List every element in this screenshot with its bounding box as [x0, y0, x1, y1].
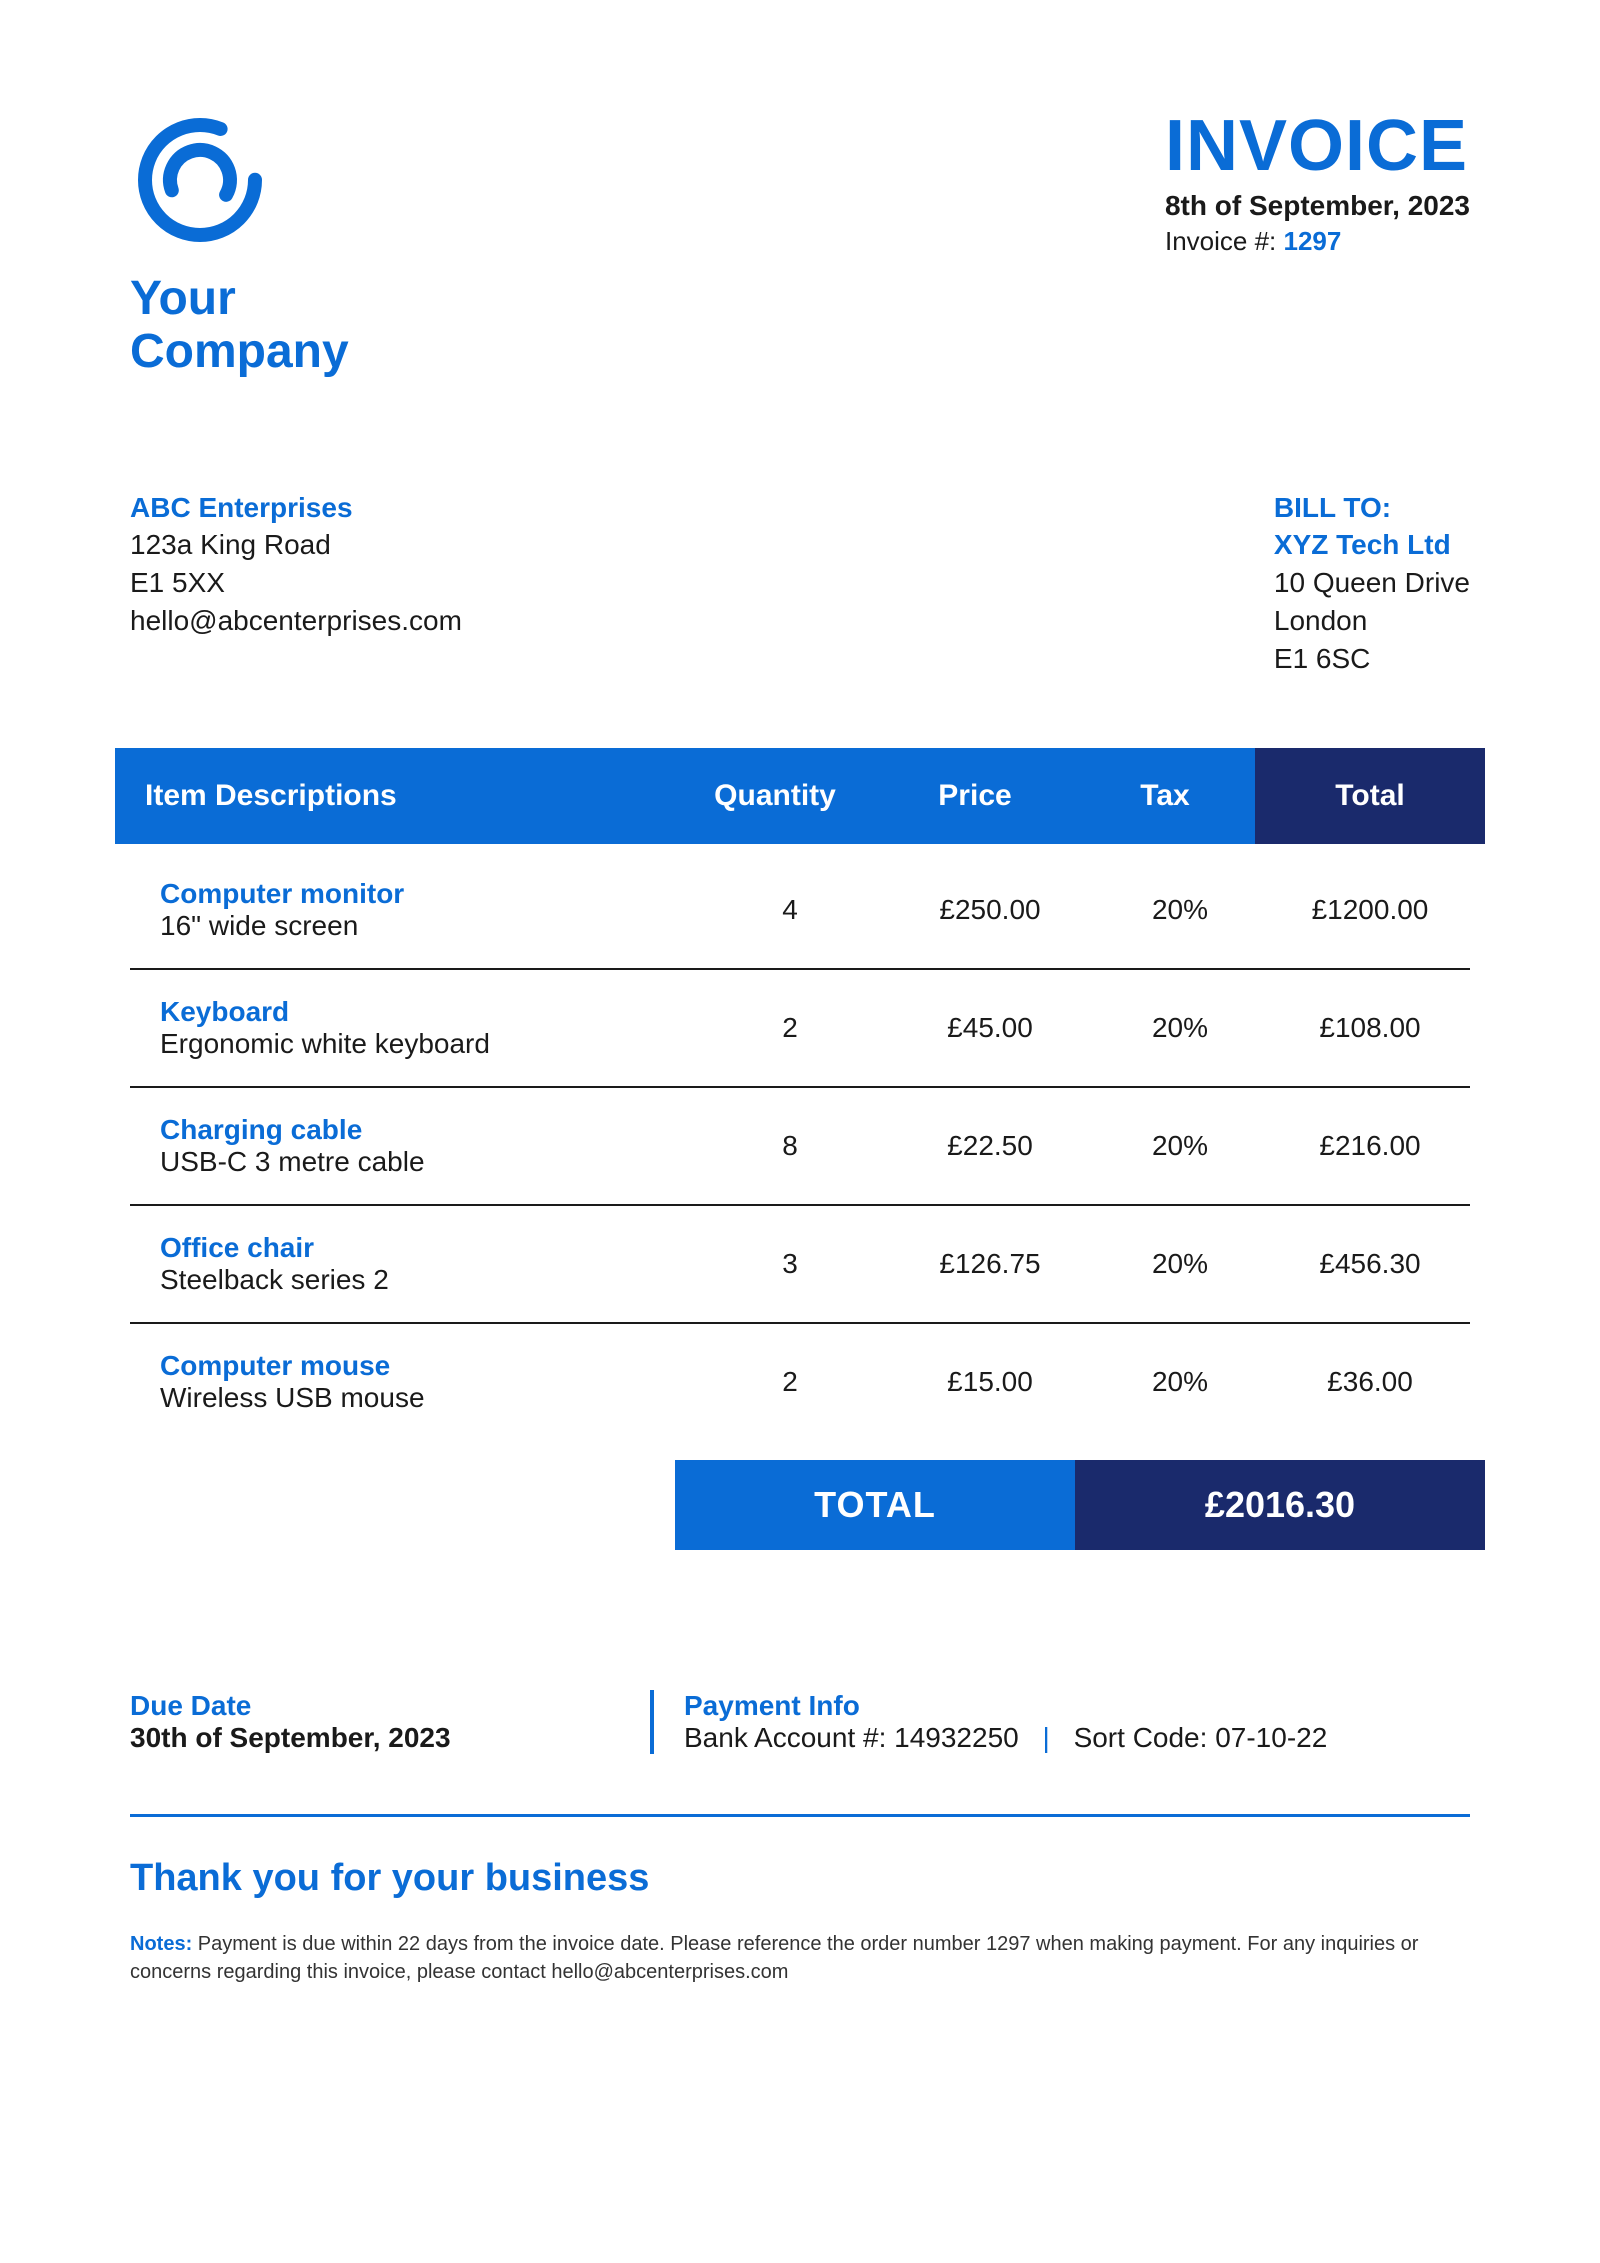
- account-label: Bank Account #:: [684, 1722, 894, 1753]
- invoice-date: 8th of September, 2023: [1165, 190, 1470, 222]
- total-bar: TOTAL £2016.30: [115, 1460, 1485, 1550]
- cell-desc: Keyboard Ergonomic white keyboard: [130, 996, 690, 1060]
- cell-total: £36.00: [1270, 1366, 1470, 1398]
- due-label: Due Date: [130, 1690, 570, 1722]
- col-desc: Item Descriptions: [115, 748, 675, 844]
- col-tax: Tax: [1075, 748, 1255, 844]
- parties: ABC Enterprises 123a King Road E1 5XX he…: [130, 489, 1470, 678]
- sort-label: Sort Code:: [1074, 1722, 1216, 1753]
- cell-desc: Office chair Steelback series 2: [130, 1232, 690, 1296]
- cell-desc: Charging cable USB-C 3 metre cable: [130, 1114, 690, 1178]
- cell-tax: 20%: [1090, 1012, 1270, 1044]
- from-address1: 123a King Road: [130, 526, 462, 564]
- cell-total: £108.00: [1270, 1012, 1470, 1044]
- total-spacer: [115, 1460, 675, 1550]
- invoice-page: Your Company INVOICE 8th of September, 2…: [0, 0, 1600, 2066]
- items-table: Item Descriptions Quantity Price Tax Tot…: [115, 748, 1485, 1550]
- cell-price: £45.00: [890, 1012, 1090, 1044]
- from-party: ABC Enterprises 123a King Road E1 5XX he…: [130, 489, 462, 678]
- table-row: Office chair Steelback series 2 3 £126.7…: [130, 1206, 1470, 1324]
- payment-block: Payment Info Bank Account #: 14932250 | …: [650, 1690, 1470, 1754]
- col-qty: Quantity: [675, 748, 875, 844]
- company-name-line1: Your: [130, 273, 349, 326]
- cell-qty: 4: [690, 894, 890, 926]
- divider: [130, 1814, 1470, 1817]
- cell-desc: Computer mouse Wireless USB mouse: [130, 1350, 690, 1414]
- sort-code: 07-10-22: [1215, 1722, 1327, 1753]
- item-title: Keyboard: [160, 996, 690, 1028]
- col-total: Total: [1255, 748, 1485, 844]
- header: Your Company INVOICE 8th of September, 2…: [130, 110, 1470, 379]
- table-row: Computer monitor 16" wide screen 4 £250.…: [130, 844, 1470, 970]
- invoice-title: INVOICE: [1165, 110, 1470, 182]
- cell-price: £22.50: [890, 1130, 1090, 1162]
- table-row: Computer mouse Wireless USB mouse 2 £15.…: [130, 1324, 1470, 1440]
- invoice-number-label: Invoice #:: [1165, 226, 1284, 256]
- table-header: Item Descriptions Quantity Price Tax Tot…: [115, 748, 1485, 844]
- payment-separator: |: [1043, 1722, 1050, 1753]
- item-sub: USB-C 3 metre cable: [160, 1146, 690, 1178]
- item-title: Office chair: [160, 1232, 690, 1264]
- cell-tax: 20%: [1090, 894, 1270, 926]
- col-price: Price: [875, 748, 1075, 844]
- company-logo-icon: [130, 110, 270, 250]
- from-email: hello@abcenterprises.com: [130, 602, 462, 640]
- cell-qty: 8: [690, 1130, 890, 1162]
- invoice-number: 1297: [1284, 226, 1342, 256]
- billto-address1: 10 Queen Drive: [1274, 564, 1470, 602]
- total-value: £2016.30: [1075, 1460, 1485, 1550]
- company-name-line2: Company: [130, 326, 349, 379]
- cell-total: £1200.00: [1270, 894, 1470, 926]
- from-name: ABC Enterprises: [130, 489, 462, 527]
- billto-label: BILL TO:: [1274, 489, 1470, 527]
- notes-label: Notes:: [130, 1933, 198, 1955]
- payment-line: Bank Account #: 14932250 | Sort Code: 07…: [684, 1722, 1470, 1754]
- table-rows: Computer monitor 16" wide screen 4 £250.…: [130, 844, 1470, 1440]
- item-sub: Wireless USB mouse: [160, 1382, 690, 1414]
- due-block: Due Date 30th of September, 2023: [130, 1690, 570, 1754]
- item-title: Computer monitor: [160, 878, 690, 910]
- item-sub: Ergonomic white keyboard: [160, 1028, 690, 1060]
- table-row: Charging cable USB-C 3 metre cable 8 £22…: [130, 1088, 1470, 1206]
- company-logo-block: Your Company: [130, 110, 349, 379]
- cell-qty: 3: [690, 1248, 890, 1280]
- billto-name: XYZ Tech Ltd: [1274, 526, 1470, 564]
- item-title: Computer mouse: [160, 1350, 690, 1382]
- cell-qty: 2: [690, 1012, 890, 1044]
- cell-qty: 2: [690, 1366, 890, 1398]
- cell-price: £15.00: [890, 1366, 1090, 1398]
- cell-total: £216.00: [1270, 1130, 1470, 1162]
- footer-info: Due Date 30th of September, 2023 Payment…: [130, 1690, 1470, 1754]
- item-sub: Steelback series 2: [160, 1264, 690, 1296]
- company-name: Your Company: [130, 273, 349, 379]
- cell-tax: 20%: [1090, 1366, 1270, 1398]
- invoice-number-row: Invoice #: 1297: [1165, 226, 1470, 257]
- billto-address2: London: [1274, 602, 1470, 640]
- cell-tax: 20%: [1090, 1248, 1270, 1280]
- cell-total: £456.30: [1270, 1248, 1470, 1280]
- cell-tax: 20%: [1090, 1130, 1270, 1162]
- billto-party: BILL TO: XYZ Tech Ltd 10 Queen Drive Lon…: [1274, 489, 1470, 678]
- cell-desc: Computer monitor 16" wide screen: [130, 878, 690, 942]
- from-address2: E1 5XX: [130, 564, 462, 602]
- notes-text: Payment is due within 22 days from the i…: [130, 1933, 1418, 1983]
- payment-label: Payment Info: [684, 1690, 1470, 1722]
- total-label: TOTAL: [675, 1460, 1075, 1550]
- account-number: 14932250: [894, 1722, 1019, 1753]
- billto-address3: E1 6SC: [1274, 640, 1470, 678]
- item-title: Charging cable: [160, 1114, 690, 1146]
- item-sub: 16" wide screen: [160, 910, 690, 942]
- table-row: Keyboard Ergonomic white keyboard 2 £45.…: [130, 970, 1470, 1088]
- cell-price: £126.75: [890, 1248, 1090, 1280]
- cell-price: £250.00: [890, 894, 1090, 926]
- thank-you: Thank you for your business: [130, 1857, 1470, 1900]
- invoice-meta: INVOICE 8th of September, 2023 Invoice #…: [1165, 110, 1470, 257]
- due-value: 30th of September, 2023: [130, 1722, 570, 1754]
- notes: Notes: Payment is due within 22 days fro…: [130, 1930, 1470, 1986]
